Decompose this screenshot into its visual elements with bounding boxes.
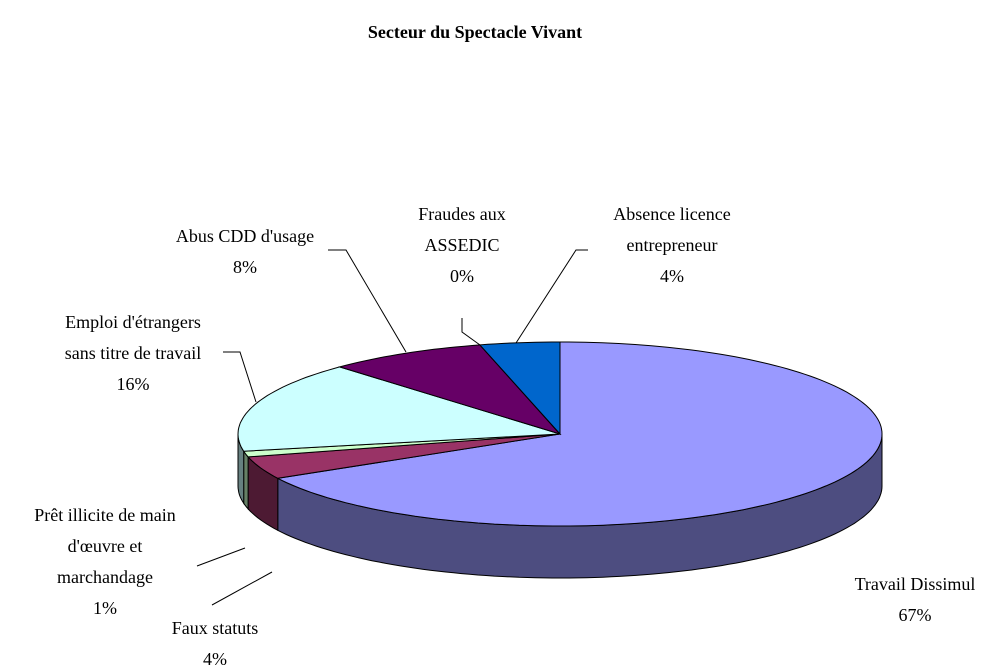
value-label: 8% [233,257,257,277]
label-line: ASSEDIC [424,235,499,255]
label-line: Emploi d'étrangers [65,312,201,332]
label-line: Prêt illicite de main [34,505,175,525]
slice-side [243,449,249,511]
label-line: marchandage [57,567,153,587]
slice [478,341,561,436]
value-label: 4% [203,649,227,669]
label-line: Absence licence [613,204,730,224]
slice-label: Fraudes aux ASSEDIC 0% [418,204,505,286]
leader-line [211,571,273,606]
label-line: Faux statuts [172,618,259,638]
label-line: sans titre de travail [65,343,201,363]
leader-lines [196,249,588,606]
leader-line [461,318,481,346]
value-label: 1% [93,598,117,618]
pie-sides [237,433,883,579]
label-line: entrepreneur [627,235,718,255]
label-line: Abus CDD d'usage [176,226,314,246]
label-line: Travail Dissimul [855,574,976,594]
slice-label: Emploi d'étrangers sans titre de travail 1… [65,312,201,394]
label-line: Fraudes aux [418,204,505,224]
slice [337,344,562,436]
leader-line [328,249,407,353]
slice-label: Absence licence entrepreneur 4% [613,204,730,286]
slice-label: Travail Dissimul 67% [855,574,976,625]
value-label: 0% [450,266,474,286]
slice-label: Faux statuts 4% [172,618,259,669]
value-label: 16% [117,374,150,394]
slice [276,341,883,527]
leader-line [223,351,257,403]
slice-label: Prêt illicite de main d'œuvre et marchanda… [34,505,175,618]
slice [247,433,561,479]
slice [237,366,561,452]
chart-title: Secteur du Spectacle Vivant [368,22,582,42]
value-label: 4% [660,266,684,286]
value-label: 67% [899,605,932,625]
label-line: d'œuvre et [68,536,143,556]
pie-tops [237,341,883,527]
slice-label: Abus CDD d'usage 8% [176,226,314,277]
leader-line [196,547,246,567]
leader-line [515,249,588,344]
